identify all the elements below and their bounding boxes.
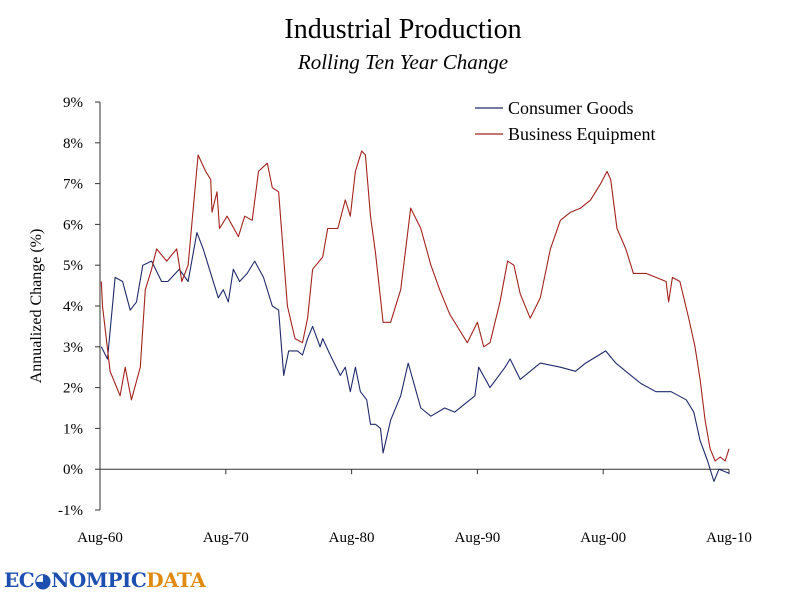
x-tick-label: Aug-00: [580, 530, 626, 546]
y-tick-label: 9%: [63, 95, 83, 111]
y-tick-label: 4%: [63, 299, 83, 315]
x-tick-label: Aug-70: [203, 530, 249, 546]
x-tick-label: Aug-60: [77, 530, 123, 546]
y-tick-label: 2%: [63, 381, 83, 397]
y-axis-label: Annualized Change (%): [28, 229, 45, 384]
legend-label: Consumer Goods: [508, 98, 634, 118]
economicdata-logo: EC◕NOMPICDATA: [4, 568, 206, 592]
x-tick-label: Aug-10: [706, 530, 752, 546]
legend-label: Business Equipment: [508, 124, 656, 144]
y-tick-label: 0%: [63, 462, 83, 478]
y-tick-label: 5%: [63, 258, 83, 274]
series-line-consumer-goods: [100, 232, 730, 482]
y-tick-label: 6%: [63, 217, 83, 233]
chart-title: Industrial Production: [284, 14, 522, 45]
y-tick-label: 1%: [63, 421, 83, 437]
y-tick-label: 7%: [63, 177, 83, 193]
y-tick-label: -1%: [58, 503, 83, 519]
y-tick-label: 8%: [63, 136, 83, 152]
series-line-business-equipment: [100, 150, 730, 462]
y-tick-label: 3%: [63, 340, 83, 356]
chart-subtitle: Rolling Ten Year Change: [297, 50, 509, 74]
x-tick-label: Aug-90: [454, 530, 500, 546]
x-tick-label: Aug-80: [329, 530, 375, 546]
